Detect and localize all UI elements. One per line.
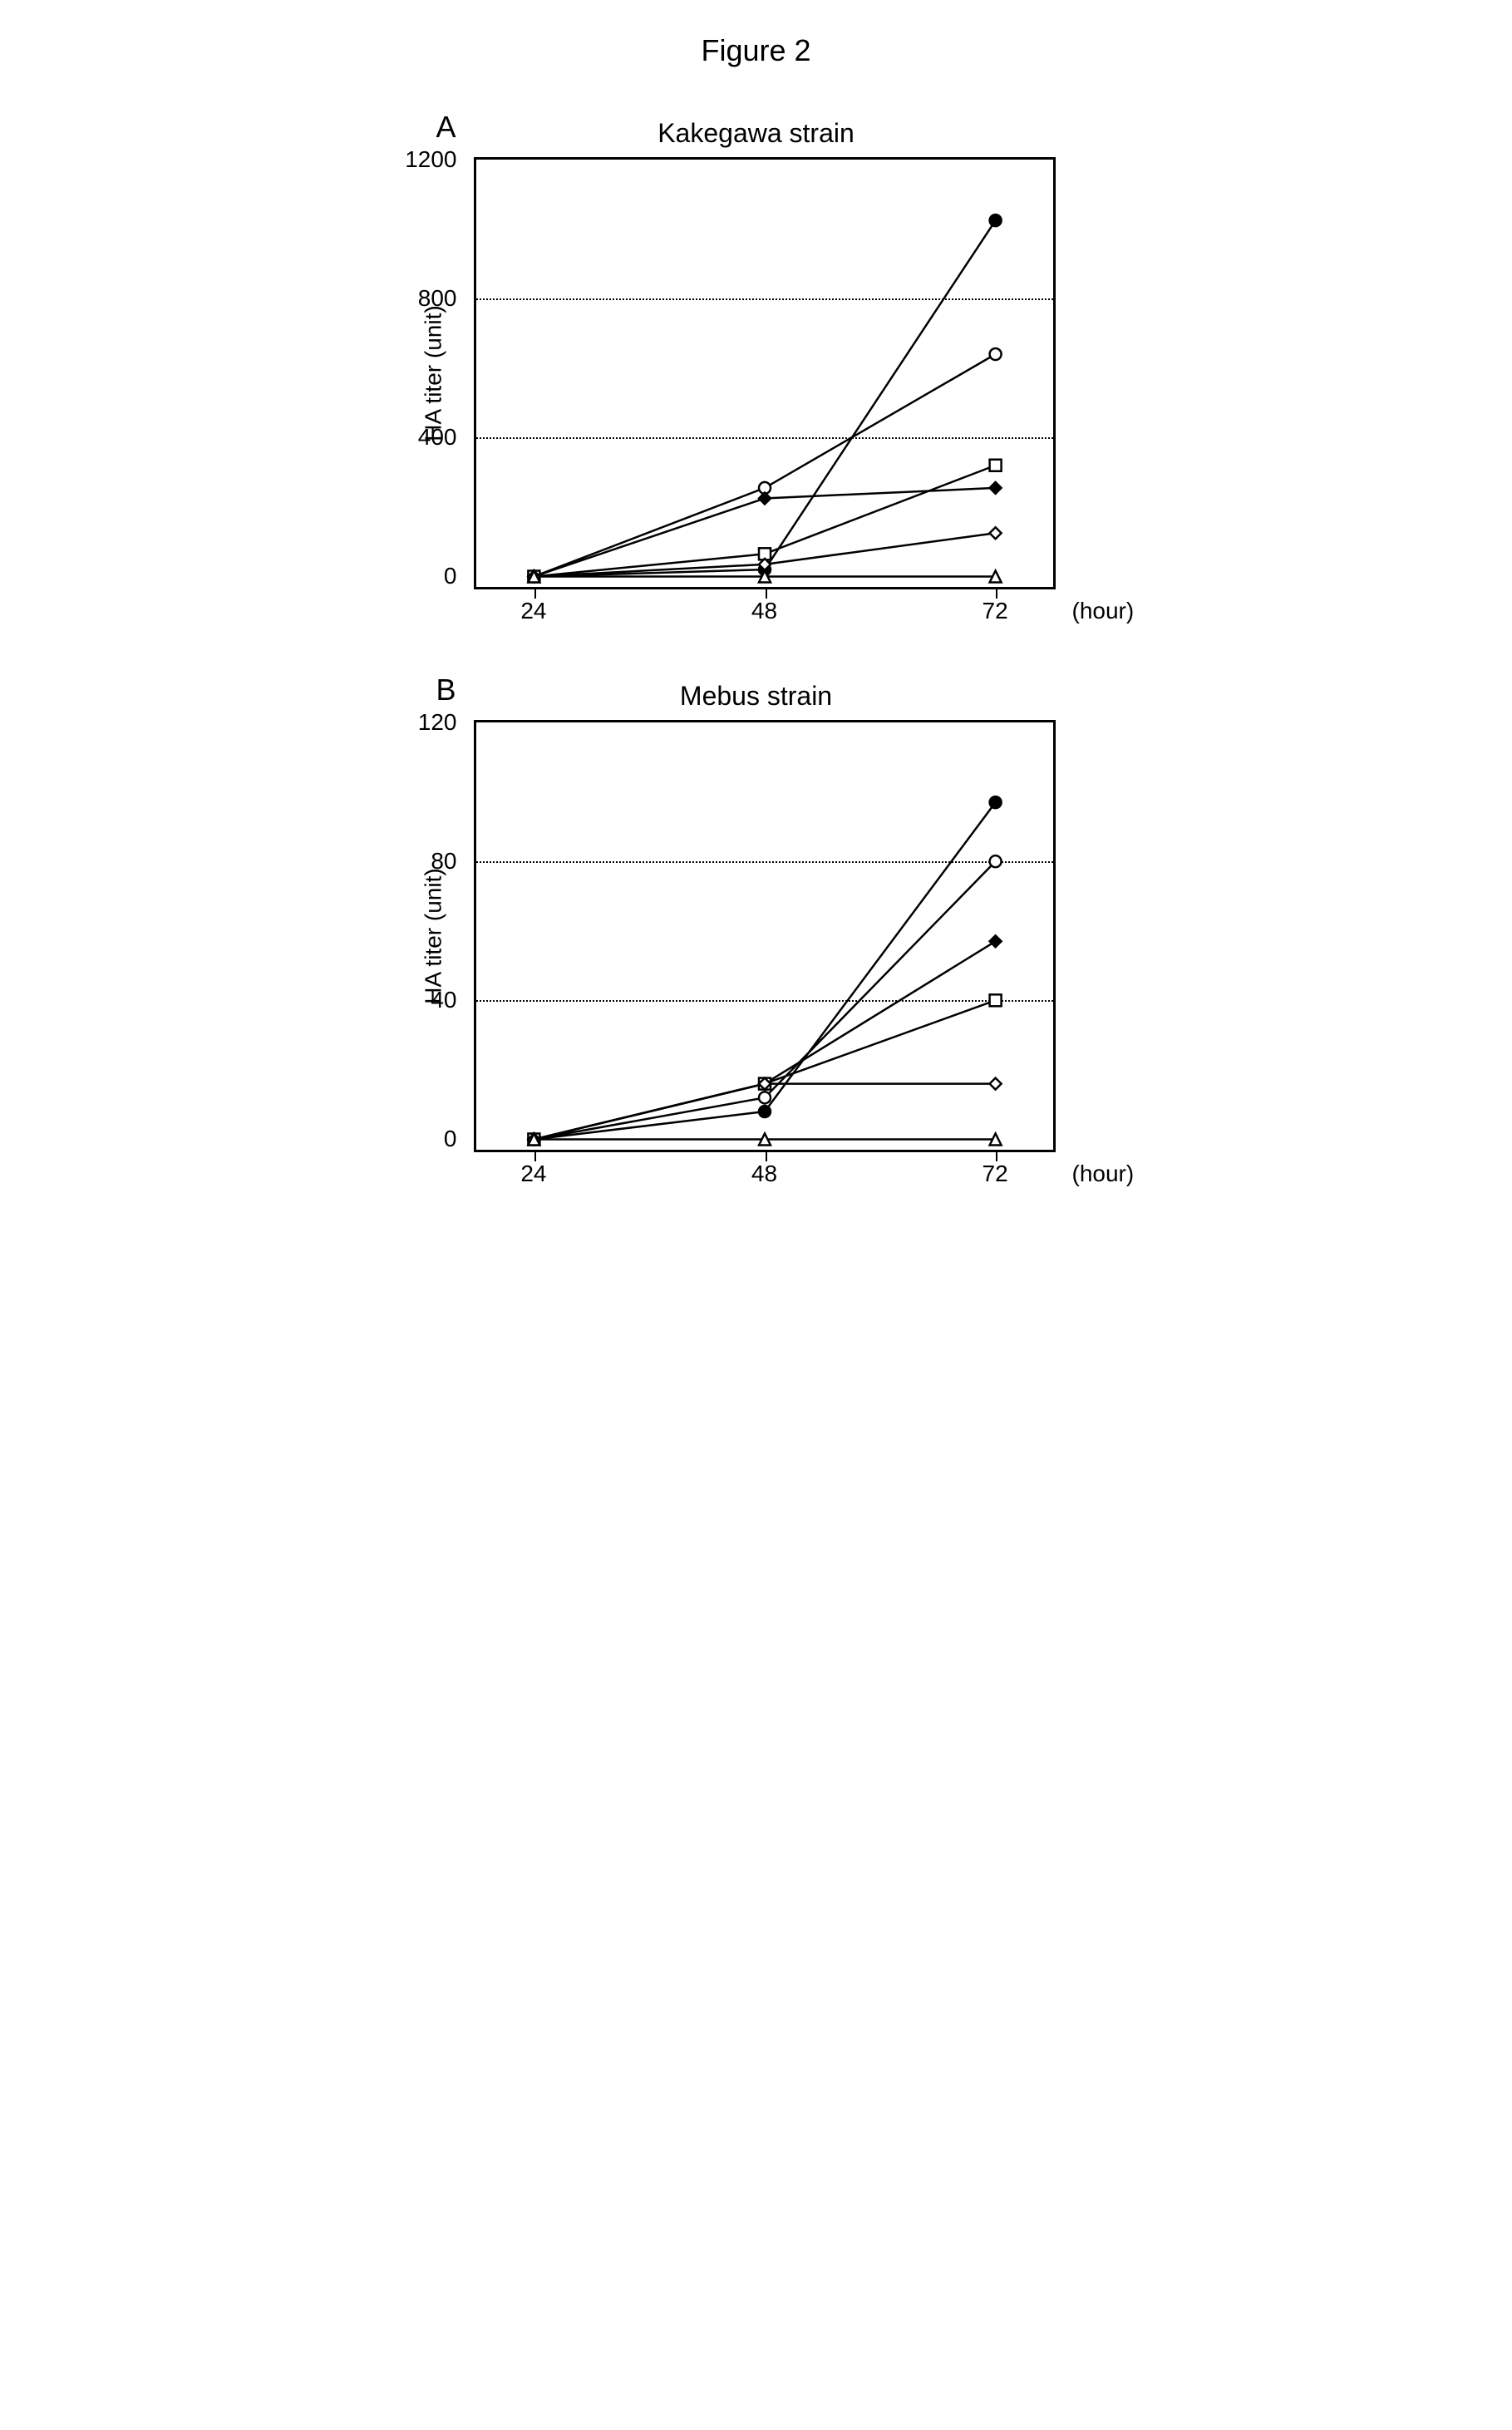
x-tick — [766, 587, 767, 599]
y-axis-label: HA titer (unit) — [420, 305, 446, 441]
x-tick — [766, 1150, 767, 1161]
y-tick-label: 0 — [391, 1126, 457, 1152]
y-tick-label: 1200 — [391, 146, 457, 173]
y-tick-label: 0 — [391, 563, 457, 589]
x-tick-label: 24 — [520, 1161, 546, 1187]
x-tick — [996, 1150, 997, 1161]
y-tick-label: 80 — [391, 848, 457, 875]
y-tick-label: 40 — [391, 987, 457, 1013]
x-tick-label: 48 — [751, 598, 777, 624]
figure-title: Figure 2 — [341, 33, 1172, 68]
plot-svg — [476, 160, 1053, 587]
plot-box — [474, 720, 1056, 1152]
chart-panel-A: AKakegawa strainHA titer (unit)040080012… — [341, 118, 1172, 589]
chart-panel-B: BMebus strainHA titer (unit)040801202448… — [341, 681, 1172, 1152]
x-tick-label: 72 — [983, 1161, 1008, 1187]
figure-container: Figure 2 AKakegawa strain HA titer (unit)… — [341, 33, 1172, 1152]
x-tick-label: 72 — [983, 598, 1008, 624]
chart-area: HA titer (unit)04008001200244872(hour) — [474, 157, 1056, 589]
y-axis-label: HA titer (unit) — [420, 868, 446, 1003]
panel-label: A — [436, 110, 456, 145]
y-tick-label: 400 — [391, 424, 457, 451]
y-tick-label: 120 — [391, 709, 457, 736]
x-tick-label: 24 — [520, 598, 546, 624]
panels-container: AKakegawa strainHA titer (unit)040080012… — [341, 118, 1172, 1152]
y-tick-label: 800 — [391, 285, 457, 312]
x-tick — [996, 587, 997, 599]
x-axis-label: (hour) — [1072, 1161, 1135, 1187]
plot-box — [474, 157, 1056, 589]
x-tick-label: 48 — [751, 1161, 777, 1187]
x-tick — [534, 1150, 536, 1161]
chart-title: Mebus strain — [341, 681, 1172, 712]
x-axis-label: (hour) — [1072, 598, 1135, 624]
chart-area: HA titer (unit)04080120244872(hour) — [474, 720, 1056, 1152]
plot-svg — [476, 722, 1053, 1150]
chart-title: Kakegawa strain — [341, 118, 1172, 149]
panel-label: B — [436, 673, 456, 707]
x-tick — [534, 587, 536, 599]
